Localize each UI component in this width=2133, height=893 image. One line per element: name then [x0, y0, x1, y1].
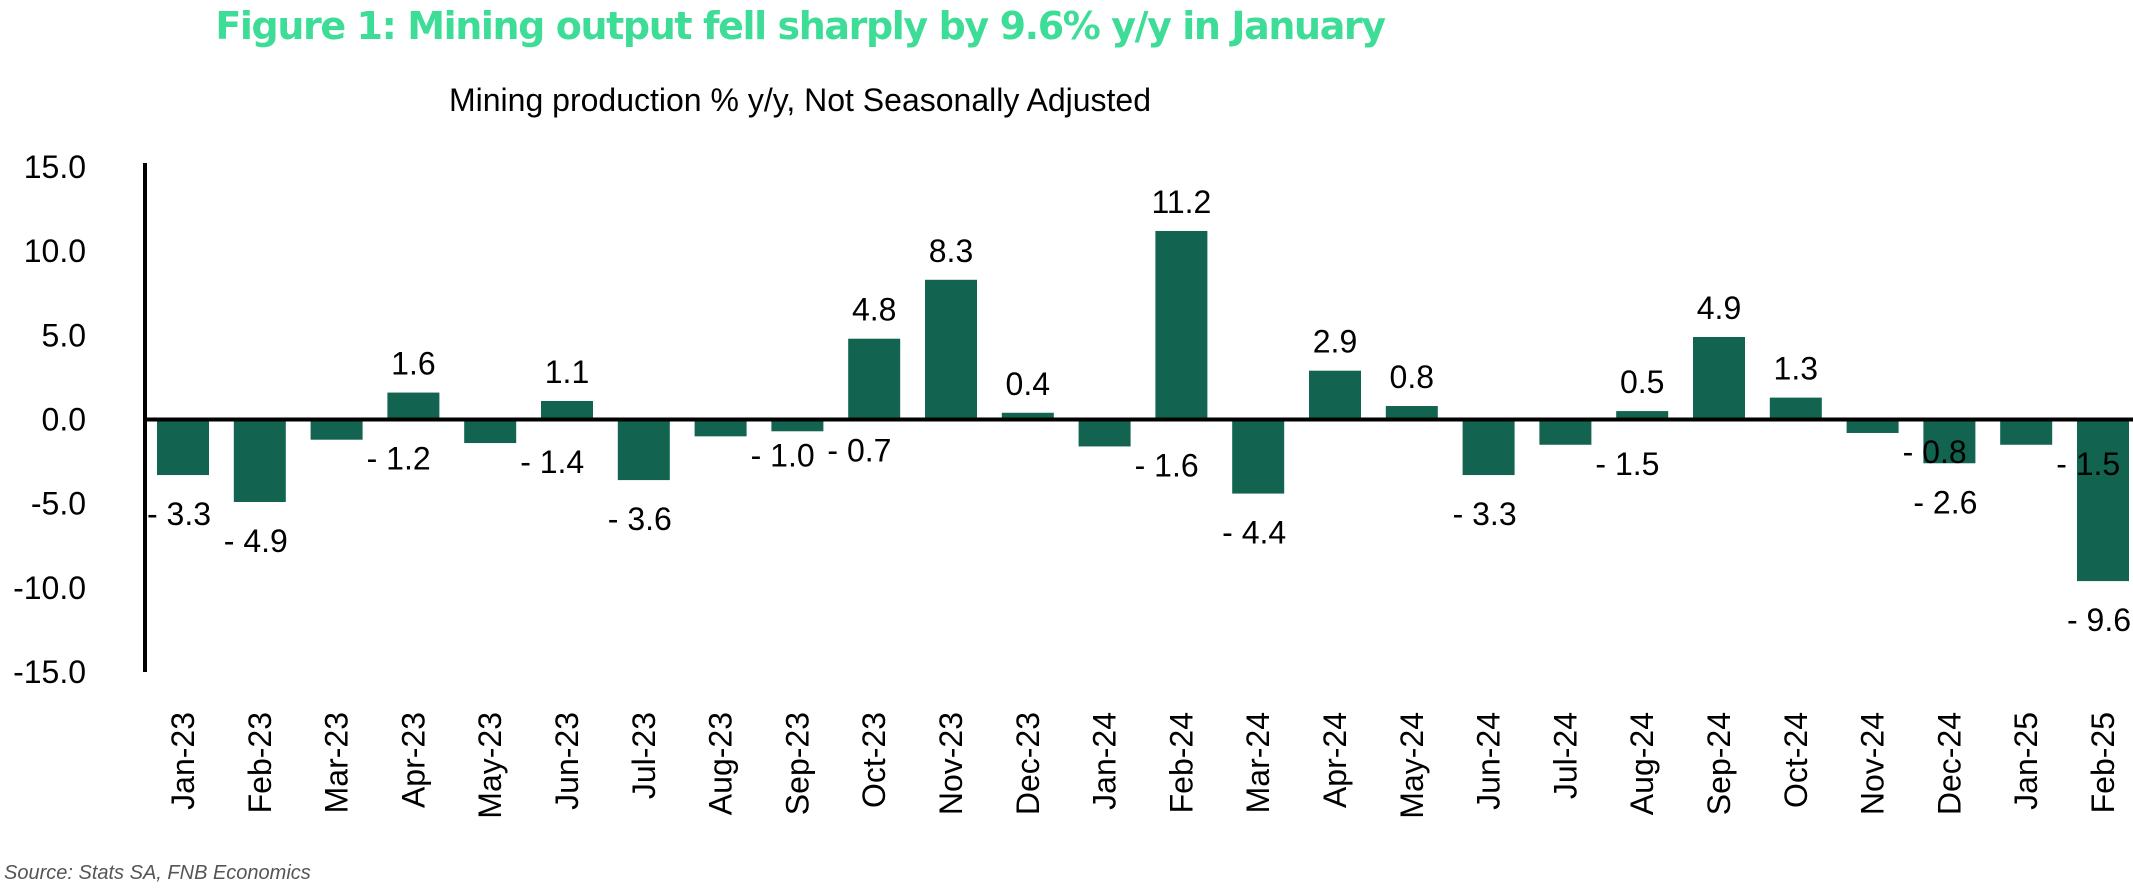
bar: [1309, 370, 1361, 420]
y-tick-label: -15.0: [13, 654, 86, 690]
x-tick-label: Feb-24: [1163, 712, 1199, 813]
x-tick-label: Sep-24: [1701, 712, 1737, 815]
y-tick-label: 0.0: [42, 402, 86, 438]
x-tick-label: Oct-24: [1778, 712, 1814, 808]
bars: [157, 230, 2129, 582]
y-tick-label: 5.0: [42, 317, 86, 353]
bar: [541, 400, 593, 420]
bar-data-label: - 3.6: [608, 501, 672, 537]
bar: [1693, 337, 1745, 420]
bar: [617, 419, 670, 481]
x-tick-label: Oct-23: [856, 712, 892, 808]
bar: [1232, 419, 1285, 494]
bar: [157, 419, 209, 476]
bar: [464, 419, 517, 444]
bar-data-label: 0.5: [1620, 364, 1664, 400]
bar: [233, 419, 286, 502]
bar-data-label: 2.9: [1313, 324, 1357, 360]
y-tick-label: -10.0: [13, 570, 86, 606]
bar-data-label: - 3.3: [1453, 496, 1517, 532]
chart-subtitle: Mining production % y/y, Not Seasonally …: [448, 82, 1151, 118]
x-tick-label: Dec-24: [1931, 712, 1967, 815]
source-note: Source: Stats SA, FNB Economics: [4, 862, 311, 884]
bar: [694, 419, 747, 437]
y-axis-ticks: 15.0 10.0 5.0 0.0 -5.0 -10.0 -15.0: [13, 149, 86, 690]
bar: [1001, 412, 1054, 420]
bar: [848, 338, 901, 420]
bar: [1385, 406, 1438, 420]
bar: [2077, 419, 2129, 582]
bar-data-label: - 3.3: [147, 496, 211, 532]
bar-data-label: - 1.5: [1595, 446, 1659, 482]
data-labels: - 3.3 - 4.9 - 1.2 1.6 - 1.4 1.1 - 3.6 - 1.0 - 0.…: [147, 184, 2131, 638]
x-tick-label: Jun-23: [549, 712, 585, 810]
bar: [310, 419, 363, 440]
bar-data-label: - 9.6: [2067, 602, 2131, 638]
x-tick-label: Feb-23: [242, 712, 278, 813]
x-tick-label: Feb-25: [2085, 712, 2121, 813]
bar-data-label: - 0.7: [827, 432, 891, 468]
x-tick-label: Jan-23: [165, 712, 201, 810]
x-tick-label: Jan-24: [1087, 712, 1123, 810]
x-tick-label: May-23: [472, 712, 508, 819]
bar-data-label: - 1.0: [751, 437, 815, 473]
x-axis-labels: Jan-23 Feb-23 Mar-23 Apr-23 May-23 Jun-23 Jul-…: [165, 712, 2121, 819]
x-tick-label: Sep-23: [779, 712, 815, 815]
y-tick-label: -5.0: [31, 486, 86, 522]
x-tick-label: Dec-23: [1010, 712, 1046, 815]
bar-data-label: - 4.4: [1222, 515, 1286, 551]
bar: [771, 419, 824, 432]
x-tick-label: Jun-24: [1471, 712, 1507, 810]
x-tick-label: Jul-23: [626, 712, 662, 799]
x-tick-label: Aug-23: [703, 712, 739, 815]
bar-data-label: - 1.5: [2056, 446, 2120, 482]
bar-data-label: - 2.6: [1913, 484, 1977, 520]
bar-data-label: 0.8: [1390, 359, 1434, 395]
y-tick-label: 15.0: [24, 149, 86, 185]
x-tick-label: Mar-24: [1240, 712, 1276, 813]
bar: [925, 279, 977, 420]
bar-data-label: 4.9: [1697, 290, 1741, 326]
bar-data-label: 4.8: [852, 292, 896, 328]
x-tick-label: Nov-24: [1855, 712, 1891, 815]
figure-title: Figure 1: Mining output fell sharply by …: [215, 4, 1386, 48]
bar-data-label: - 1.2: [367, 441, 431, 477]
bar: [1769, 397, 1822, 420]
bar-data-label: 11.2: [1151, 184, 1211, 220]
x-tick-label: Apr-24: [1317, 712, 1353, 808]
bar-data-label: 0.4: [1006, 366, 1050, 402]
bar-data-label: 1.1: [545, 354, 589, 390]
bar: [1155, 230, 1208, 420]
bar: [1078, 419, 1131, 447]
bar-data-label: - 0.8: [1903, 434, 1967, 470]
x-tick-label: Jan-25: [2008, 712, 2044, 810]
bar: [1923, 419, 1976, 464]
bar: [1462, 419, 1515, 476]
x-tick-label: Nov-23: [933, 712, 969, 815]
bar-data-label: - 4.9: [224, 523, 288, 559]
bar: [1539, 419, 1592, 445]
bar-data-label: 1.6: [391, 346, 435, 382]
bar-data-label: - 1.6: [1135, 447, 1199, 483]
x-tick-label: Jul-24: [1547, 712, 1583, 799]
bar: [1846, 419, 1899, 433]
bar: [2000, 419, 2053, 445]
y-tick-label: 10.0: [24, 233, 86, 269]
x-tick-label: Apr-23: [395, 712, 431, 808]
x-tick-label: Mar-23: [319, 712, 355, 813]
x-tick-label: May-24: [1394, 712, 1430, 819]
bar-data-label: 8.3: [929, 233, 973, 269]
bar-data-label: - 1.4: [520, 444, 584, 480]
bar-data-label: 1.3: [1774, 351, 1818, 387]
bar: [1616, 411, 1669, 420]
x-tick-label: Aug-24: [1624, 712, 1660, 815]
bar: [387, 392, 440, 420]
